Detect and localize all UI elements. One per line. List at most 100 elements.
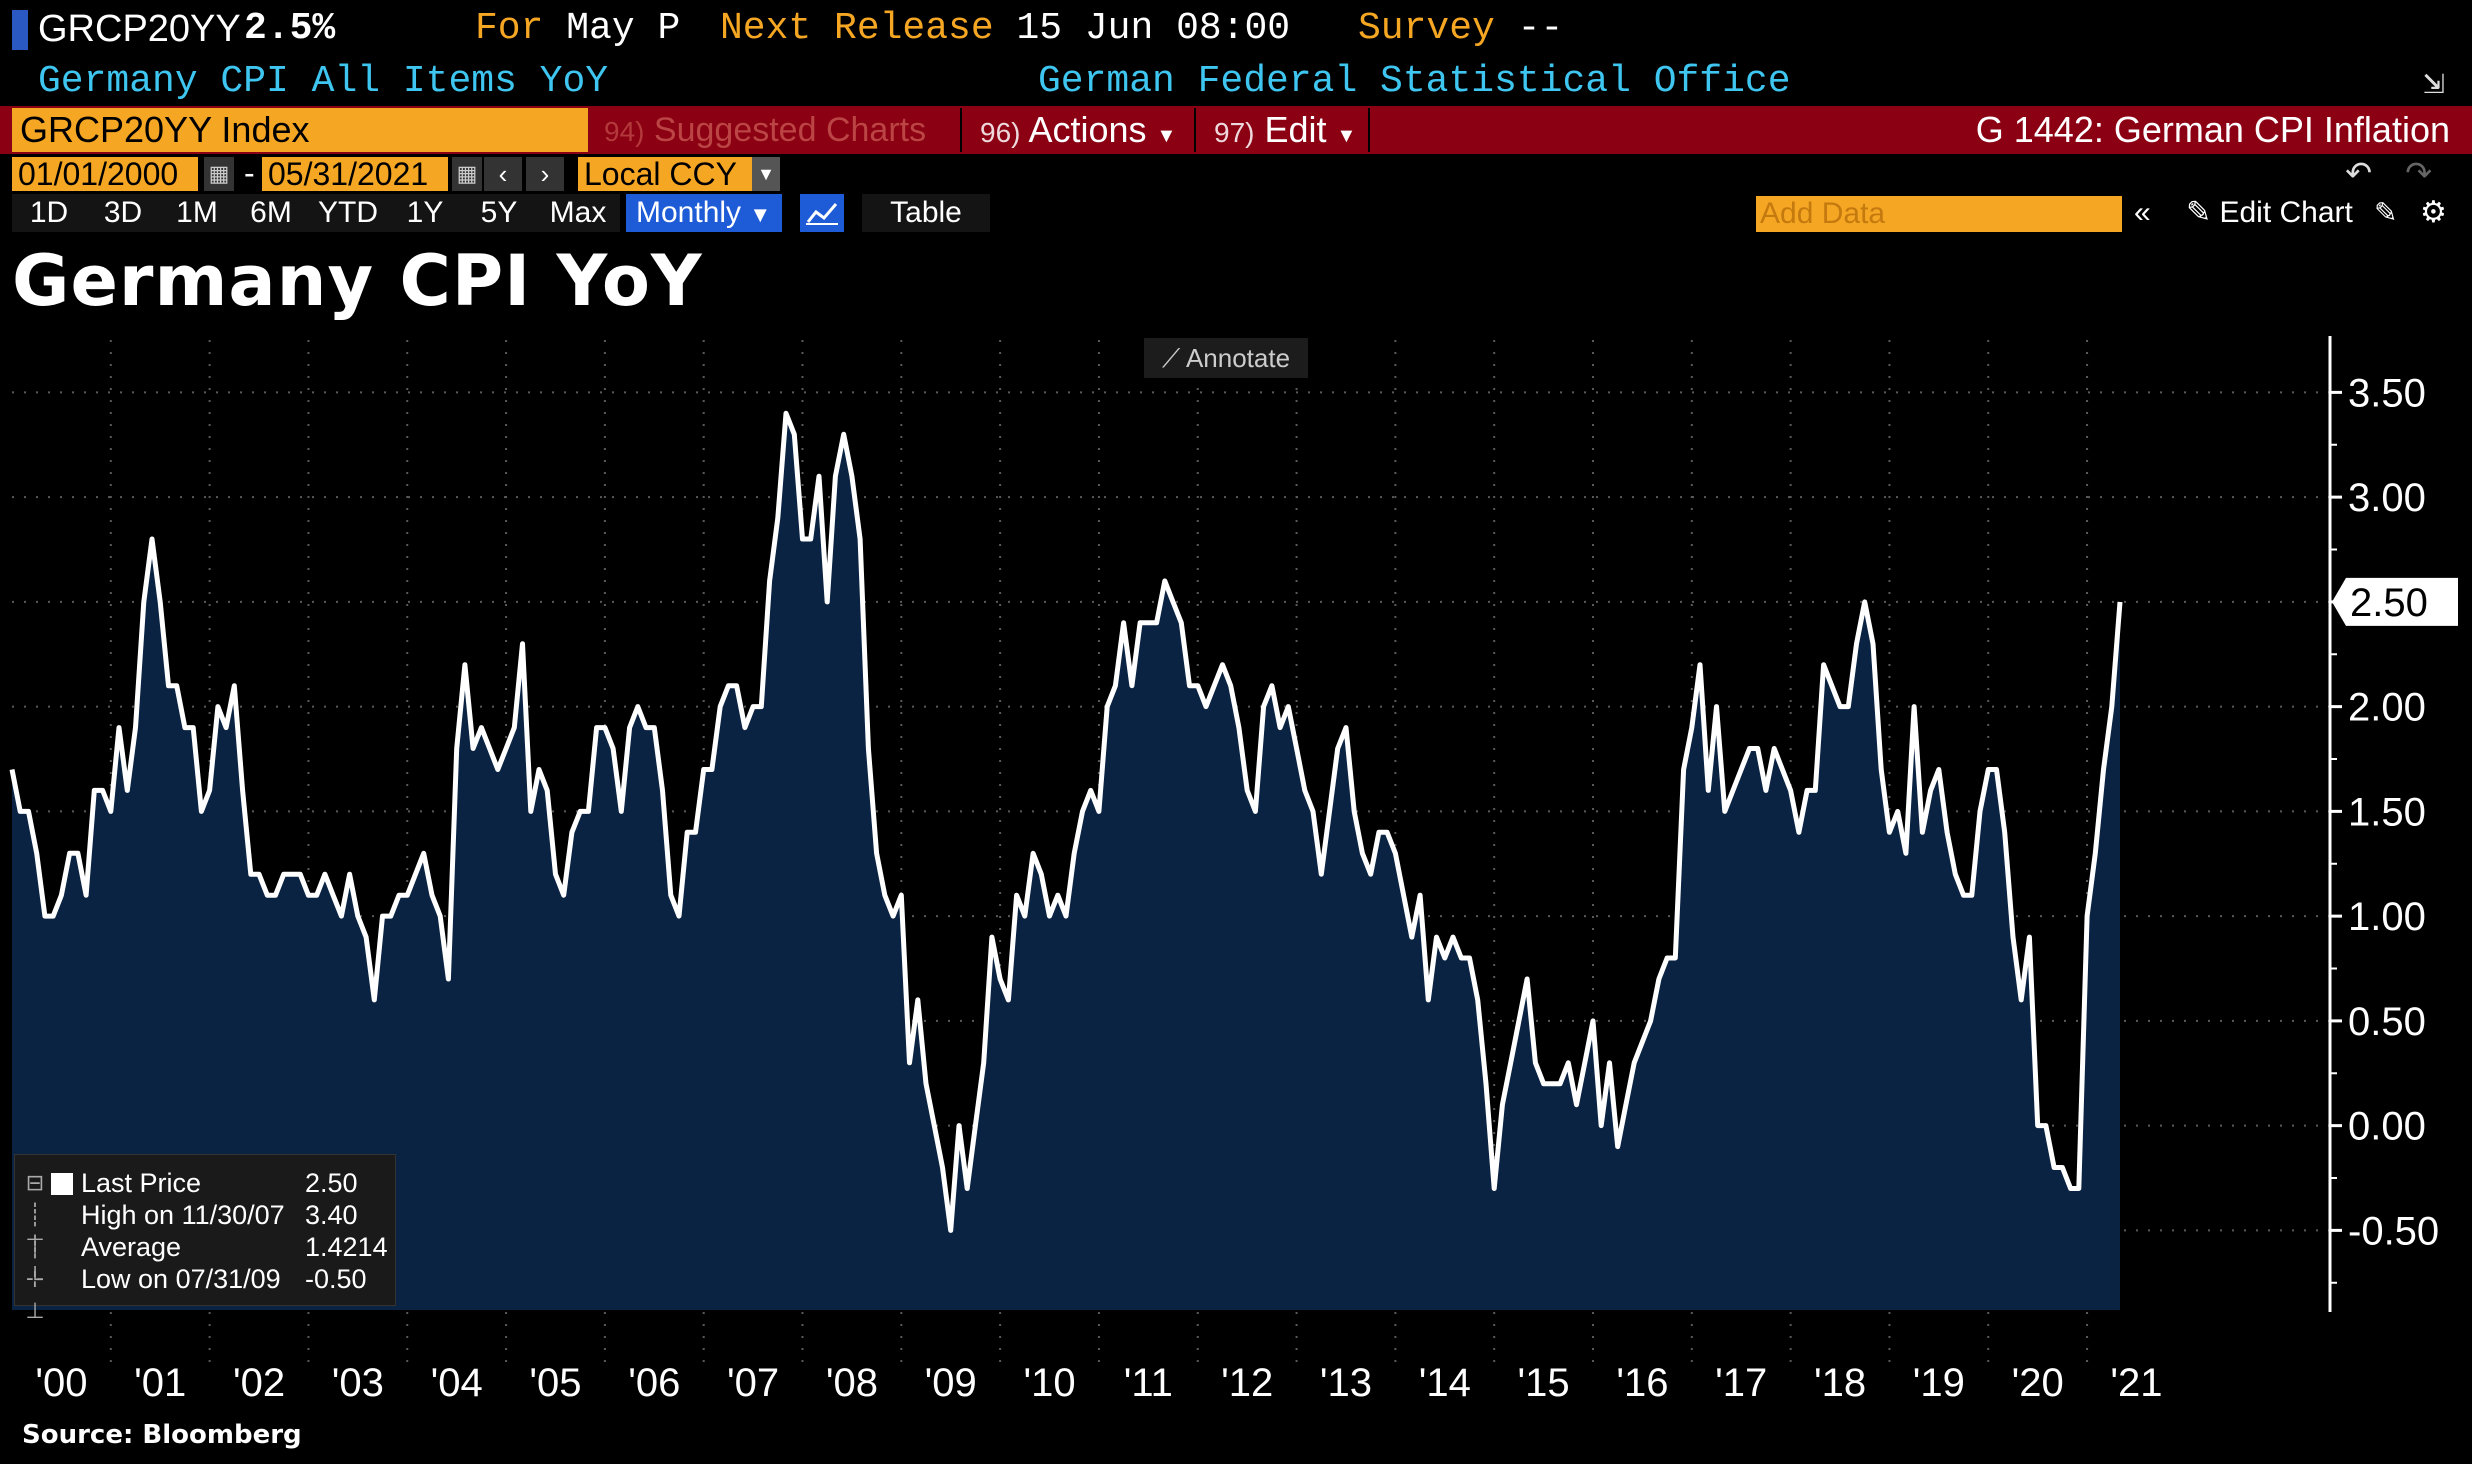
edit-label: Edit — [1264, 109, 1327, 150]
x-tick-label: '15 — [1518, 1361, 1570, 1405]
x-tick-label: '21 — [2110, 1361, 2162, 1405]
period-6m[interactable]: 6M — [234, 194, 308, 232]
legend-high-label: High on 11/30/07 — [81, 1200, 285, 1230]
actions-number: 96) — [980, 117, 1021, 148]
period-5y[interactable]: 5Y — [462, 194, 536, 232]
x-tick-label: '17 — [1715, 1361, 1767, 1405]
start-date-input[interactable]: 01/01/2000 — [12, 157, 198, 191]
collapse-icon[interactable]: ⊟ — [25, 1170, 45, 1195]
x-tick-label: '10 — [1023, 1361, 1075, 1405]
legend-last-price: ⊟ Last Price 2.50 — [15, 1167, 397, 1199]
x-tick-label: '20 — [2012, 1361, 2064, 1405]
undo-icon[interactable]: ↶ — [2345, 155, 2372, 191]
x-tick-label: '19 — [1913, 1361, 1965, 1405]
calendar-icon[interactable]: ▦ — [452, 157, 482, 191]
popout-icon[interactable]: ⇲ — [2423, 63, 2445, 104]
legend-average-value: 1.4214 — [305, 1232, 388, 1262]
gear-icon[interactable]: ⚙ — [2420, 196, 2447, 229]
next-release: Next Release 15 Jun 08:00 — [720, 0, 1290, 58]
survey: Survey -- — [1358, 0, 1563, 58]
x-tick-label: '08 — [826, 1361, 878, 1405]
annotate-button[interactable]: ⟋ Annotate — [1144, 338, 1308, 378]
security-input[interactable]: GRCP20YY Index — [12, 108, 588, 152]
ticker-color-bar — [12, 10, 28, 50]
suggested-charts-button[interactable]: 94) Suggested Charts — [592, 108, 962, 152]
end-date-input[interactable]: 05/31/2021 — [262, 157, 448, 191]
y-tick-label: -0.50 — [2348, 1209, 2439, 1253]
x-tick-label: '16 — [1616, 1361, 1668, 1405]
redo-icon[interactable]: ↷ — [2405, 155, 2432, 191]
add-data-input[interactable]: Add Data — [1756, 196, 2122, 232]
x-tick-label: '02 — [233, 1361, 285, 1405]
for-value: May P — [566, 7, 681, 50]
collapse-icon[interactable]: « — [2134, 196, 2151, 229]
low-marker-icon: └ ⊥ — [25, 1266, 45, 1323]
calendar-icon[interactable]: ▦ — [204, 157, 234, 191]
source-note: Source: Bloomberg — [22, 1420, 302, 1450]
x-tick-label: '04 — [431, 1361, 483, 1405]
x-tick-label: '03 — [332, 1361, 384, 1405]
y-tick-label: 3.00 — [2348, 476, 2426, 520]
security-description: Germany CPI All Items YoY — [38, 60, 609, 103]
edit-chart-button[interactable]: ✎ Edit Chart — [2186, 194, 2353, 232]
chevron-down-icon[interactable]: ▼ — [752, 157, 780, 191]
chevron-down-icon: ▼ — [749, 202, 772, 227]
for-period: For May P — [475, 0, 680, 58]
y-tick-label: 3.50 — [2348, 371, 2426, 415]
chart-canvas[interactable]: 3.50 3.00 2.00 1.50 1.00 0.50 0.00 -0.50 '00 '01… — [0, 330, 2472, 1420]
last-value-label: 2.50 — [2350, 581, 2428, 625]
survey-value: -- — [1517, 7, 1564, 50]
legend-low-value: -0.50 — [305, 1264, 367, 1294]
legend-average-label: Average — [81, 1232, 182, 1262]
chevron-right-icon[interactable]: › — [526, 157, 564, 191]
date-range-bar: 01/01/2000 ▦ - 05/31/2021 ▦ ‹ › Local CC… — [0, 154, 2472, 192]
series-line — [9, 410, 2123, 1233]
period-max[interactable]: Max — [536, 194, 620, 232]
x-tick-label: '00 — [35, 1361, 87, 1405]
y-tick-label: 0.00 — [2348, 1105, 2426, 1149]
period-ytd[interactable]: YTD — [308, 194, 388, 232]
chevron-down-icon: ▼ — [1336, 125, 1357, 147]
draw-icon[interactable]: ✎ — [2374, 197, 2398, 228]
table-tab[interactable]: Table — [862, 194, 990, 232]
period-1y[interactable]: 1Y — [388, 194, 462, 232]
period-1m[interactable]: 1M — [160, 194, 234, 232]
legend-last-price-value: 2.50 — [305, 1168, 358, 1198]
y-axis: 3.50 3.00 2.00 1.50 1.00 0.50 0.00 -0.50 — [2328, 336, 2439, 1312]
frequency-select[interactable]: Monthly ▼ — [626, 194, 782, 232]
last-value-marker: 2.50 — [2332, 577, 2458, 626]
period-3d[interactable]: 3D — [86, 194, 160, 232]
x-tick-label: '13 — [1320, 1361, 1372, 1405]
ticker-code: GRCP20YY — [38, 8, 241, 50]
chevron-left-icon[interactable]: ‹ — [484, 157, 522, 191]
date-separator: - — [244, 155, 255, 191]
legend: ⊟ Last Price 2.50 ┊ ⊤ High on 11/30/07 3… — [14, 1154, 397, 1323]
x-tick-label: '14 — [1419, 1361, 1471, 1405]
line-chart-icon[interactable] — [800, 194, 844, 232]
chart-title: Germany CPI YoY — [12, 240, 703, 322]
annotate-label: Annotate — [1185, 343, 1291, 373]
x-tick-label: '12 — [1221, 1361, 1273, 1405]
high-marker-icon: ┊ ⊤ — [25, 1202, 45, 1259]
edit-menu-button[interactable]: 97) Edit ▼ — [1200, 108, 1370, 152]
pencil-icon: ⟋ — [1161, 343, 1181, 373]
legend-high: ┊ ⊤ High on 11/30/07 3.40 — [15, 1199, 397, 1259]
x-tick-label: '07 — [727, 1361, 779, 1405]
actions-label: Actions — [1028, 109, 1147, 150]
legend-last-price-label: Last Price — [81, 1168, 202, 1198]
x-tick-label: '01 — [134, 1361, 186, 1405]
legend-high-value: 3.40 — [305, 1200, 358, 1230]
y-tick-label: 1.50 — [2348, 790, 2426, 834]
legend-low-label: Low on 07/31/09 — [81, 1264, 281, 1294]
last-value-box — [2332, 577, 2458, 626]
currency-select[interactable]: Local CCY — [578, 157, 780, 191]
next-release-label: Next Release — [720, 7, 994, 50]
subtitle-row: Germany CPI All Items YoY German Federal… — [0, 58, 2472, 106]
ticker-last-value: 2.5% — [244, 7, 336, 50]
period-1d[interactable]: 1D — [12, 194, 86, 232]
actions-menu-button[interactable]: 96) Actions ▼ — [966, 108, 1196, 152]
x-tick-label: '05 — [529, 1361, 581, 1405]
edit-chart-label: Edit Chart — [2219, 196, 2353, 229]
x-tick-label: '11 — [1124, 1361, 1173, 1405]
series-swatch — [51, 1173, 73, 1195]
